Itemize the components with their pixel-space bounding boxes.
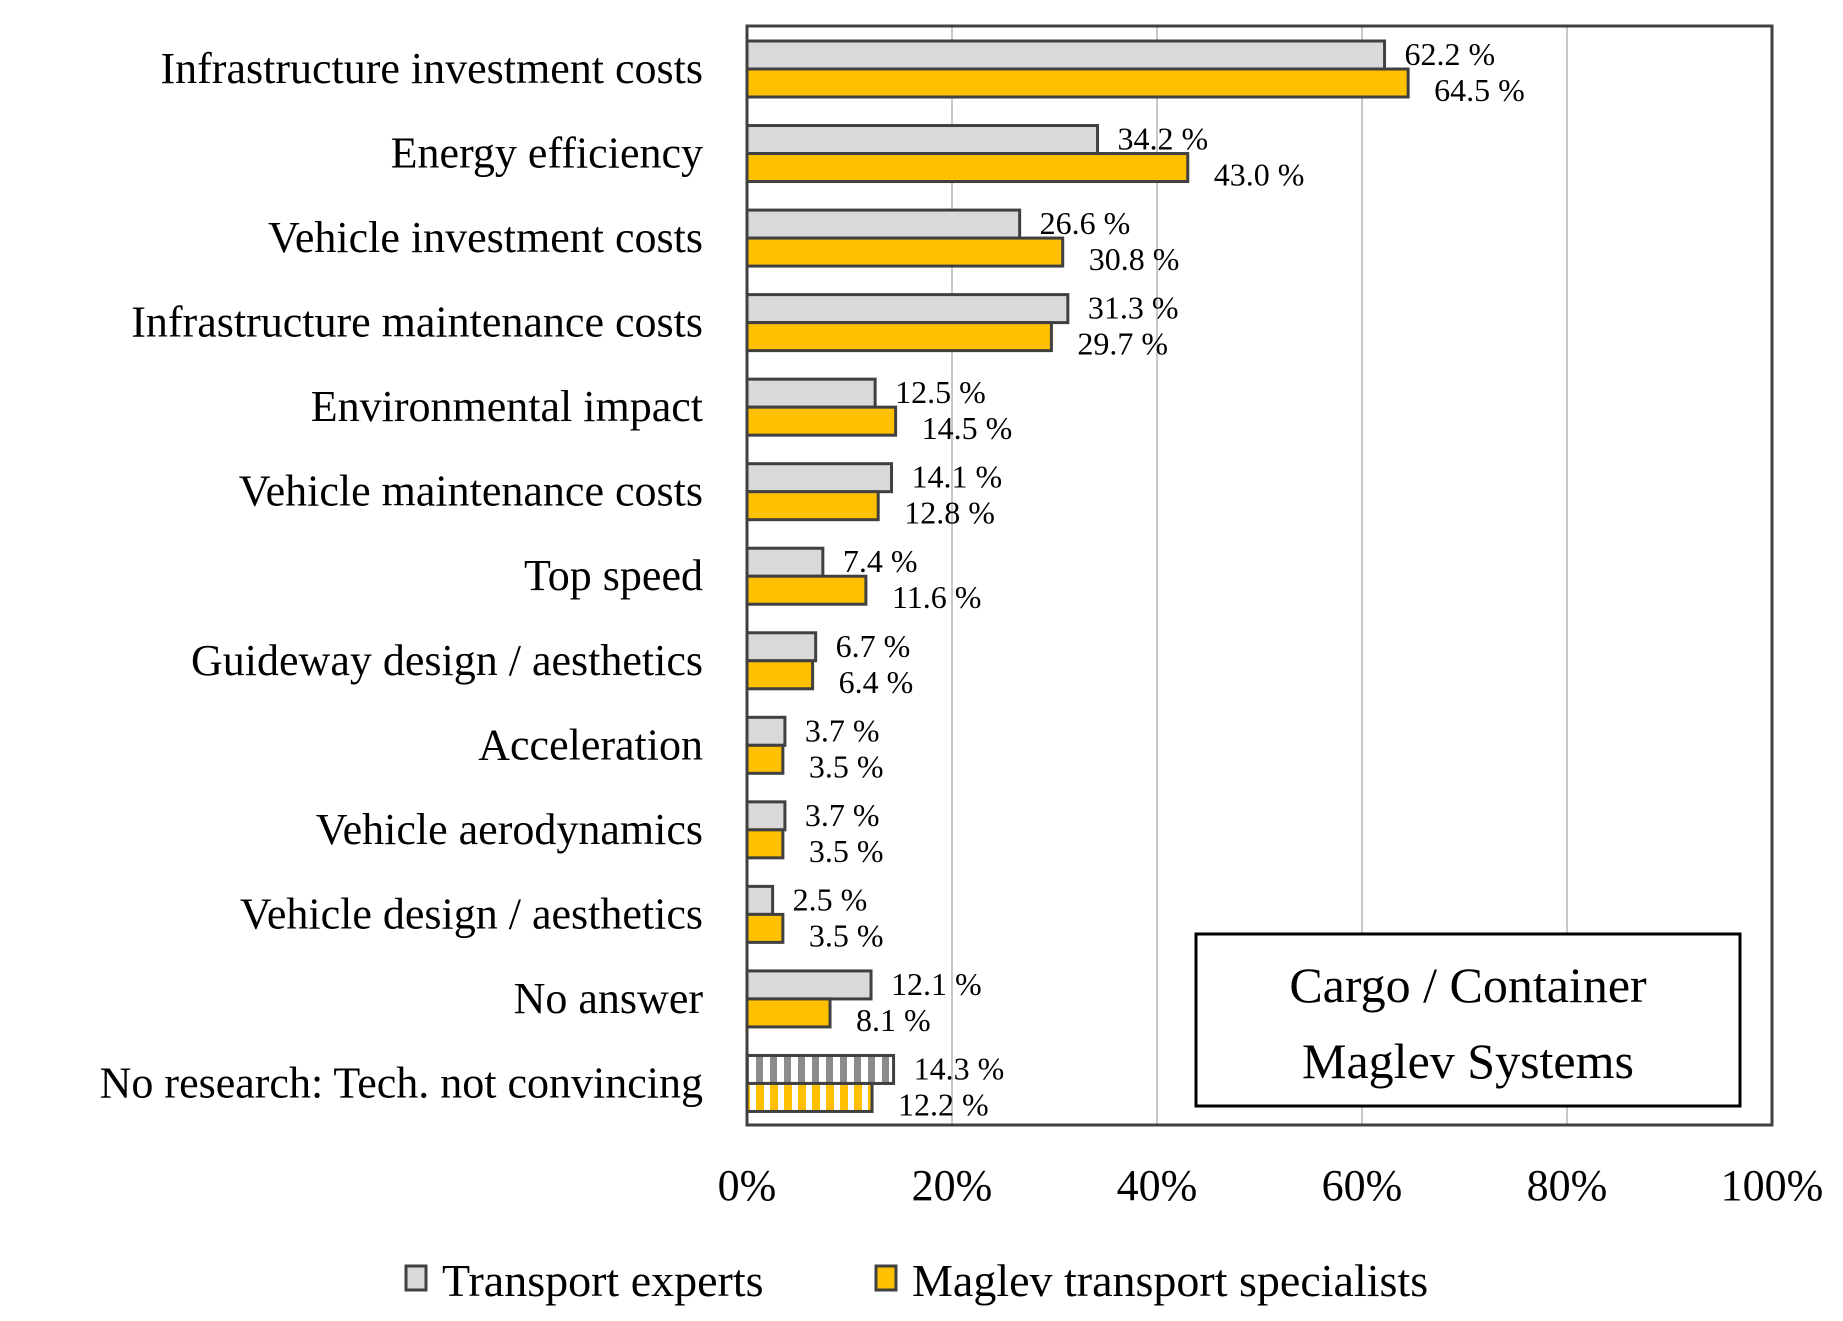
value-label: 6.4 % bbox=[839, 664, 914, 700]
value-label: 34.2 % bbox=[1118, 121, 1209, 157]
value-label: 31.3 % bbox=[1088, 290, 1179, 326]
bar-maglev-specialists bbox=[745, 1081, 874, 1113]
bar-transport-experts bbox=[745, 124, 1100, 156]
category-label: Guideway design / aesthetics bbox=[191, 636, 703, 685]
legend-swatch-grey bbox=[404, 1264, 428, 1292]
value-label: 30.8 % bbox=[1089, 241, 1180, 277]
category-label: Infrastructure investment costs bbox=[160, 44, 703, 93]
x-tick-label: 100% bbox=[1721, 1161, 1824, 1210]
category-label: Acceleration bbox=[478, 720, 703, 769]
bar-transport-experts bbox=[745, 800, 787, 832]
value-label: 12.8 % bbox=[904, 495, 995, 531]
value-label: 26.6 % bbox=[1040, 205, 1131, 241]
bar-transport-experts bbox=[745, 969, 873, 1001]
value-label: 8.1 % bbox=[856, 1002, 931, 1038]
bar-transport-experts bbox=[745, 884, 775, 916]
bar-maglev-specialists bbox=[745, 574, 868, 606]
legend-item-maglev-specialists[interactable]: Maglev transport specialists bbox=[874, 1255, 1428, 1306]
x-tick-label: 0% bbox=[718, 1161, 777, 1210]
bar-transport-experts bbox=[745, 377, 877, 409]
category-label: Infrastructure maintenance costs bbox=[131, 298, 703, 347]
value-label: 3.5 % bbox=[809, 917, 884, 953]
legend-item-transport-experts[interactable]: Transport experts bbox=[404, 1255, 764, 1306]
category-label: Vehicle investment costs bbox=[268, 213, 703, 262]
bar-maglev-specialists bbox=[745, 67, 1410, 99]
bar-maglev-specialists bbox=[745, 236, 1065, 268]
bar-transport-experts bbox=[745, 462, 894, 494]
annotation-line-1: Cargo / Container bbox=[1289, 957, 1647, 1013]
category-label: No answer bbox=[514, 974, 704, 1023]
bar-maglev-specialists bbox=[745, 152, 1190, 184]
category-label: Vehicle maintenance costs bbox=[239, 467, 703, 516]
value-label: 3.7 % bbox=[805, 712, 880, 748]
category-label: Vehicle design / aesthetics bbox=[240, 889, 703, 938]
value-label: 29.7 % bbox=[1077, 326, 1168, 362]
legend-label: Maglev transport specialists bbox=[912, 1255, 1428, 1306]
category-labels: Infrastructure investment costs Energy ef… bbox=[100, 44, 704, 1107]
category-label: Top speed bbox=[524, 551, 703, 600]
value-label: 64.5 % bbox=[1434, 72, 1525, 108]
value-label: 14.5 % bbox=[922, 410, 1013, 446]
bar-maglev-specialists bbox=[745, 912, 785, 944]
bar-maglev-specialists bbox=[745, 490, 880, 522]
annotation-frame bbox=[1194, 932, 1742, 1108]
bar-transport-experts bbox=[745, 39, 1387, 71]
annotation-box: Cargo / Container Maglev Systems bbox=[1194, 932, 1742, 1108]
x-tick-label: 60% bbox=[1322, 1161, 1403, 1210]
value-label: 3.5 % bbox=[809, 833, 884, 869]
value-label: 14.1 % bbox=[912, 459, 1003, 495]
bar-maglev-specialists bbox=[745, 997, 832, 1029]
bar-maglev-specialists bbox=[745, 405, 898, 437]
value-label: 12.5 % bbox=[895, 374, 986, 410]
bar-maglev-specialists bbox=[745, 743, 785, 775]
bar-maglev-specialists bbox=[745, 828, 785, 860]
value-label: 6.7 % bbox=[836, 628, 911, 664]
category-label: Environmental impact bbox=[311, 382, 703, 431]
x-tick-label: 20% bbox=[912, 1161, 993, 1210]
category-label: No research: Tech. not convincing bbox=[100, 1058, 703, 1107]
annotation-line-2: Maglev Systems bbox=[1302, 1033, 1634, 1089]
value-label: 62.2 % bbox=[1405, 36, 1496, 72]
value-labels: 62.2 %64.5 % 34.2 %43.0 % 26.6 %30.8 % 31.3… bbox=[793, 36, 1525, 1122]
bars bbox=[745, 39, 1410, 1113]
category-label: Energy efficiency bbox=[391, 129, 703, 178]
value-label: 43.0 % bbox=[1214, 157, 1305, 193]
legend: Transport experts Maglev transport speci… bbox=[404, 1255, 1428, 1306]
bar-transport-experts bbox=[745, 293, 1070, 325]
bar-transport-experts bbox=[745, 631, 818, 663]
value-label: 12.1 % bbox=[891, 966, 982, 1002]
x-tick-label: 40% bbox=[1117, 1161, 1198, 1210]
value-label: 7.4 % bbox=[843, 543, 918, 579]
value-label: 14.3 % bbox=[914, 1050, 1005, 1086]
legend-swatch-orange bbox=[874, 1264, 898, 1292]
x-tick-labels: 0% 20% 40% 60% 80% 100% bbox=[718, 1161, 1824, 1210]
x-tick-label: 80% bbox=[1527, 1161, 1608, 1210]
legend-label: Transport experts bbox=[442, 1255, 764, 1306]
value-label: 12.2 % bbox=[898, 1086, 989, 1122]
value-label: 3.5 % bbox=[809, 748, 884, 784]
value-label: 2.5 % bbox=[793, 881, 868, 917]
bar-maglev-specialists bbox=[745, 321, 1053, 353]
bar-transport-experts bbox=[745, 546, 825, 578]
bar-transport-experts bbox=[745, 715, 787, 747]
bar-maglev-specialists bbox=[745, 659, 815, 691]
bar-transport-experts bbox=[745, 208, 1022, 240]
plot-frame bbox=[745, 24, 1774, 1127]
value-label: 3.7 % bbox=[805, 797, 880, 833]
value-label: 11.6 % bbox=[892, 579, 981, 615]
bar-transport-experts bbox=[745, 1053, 896, 1085]
category-label: Vehicle aerodynamics bbox=[316, 805, 703, 854]
